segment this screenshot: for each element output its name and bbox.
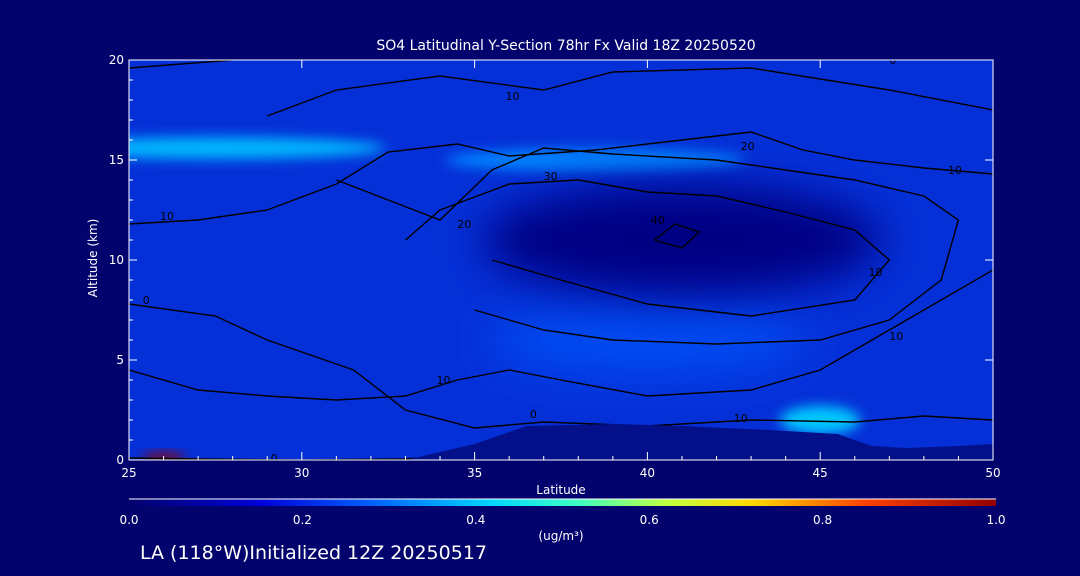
contour-line xyxy=(129,269,993,401)
colorbar-tick-label: 1.0 xyxy=(986,513,1005,527)
colorbar-tick-label: 0.6 xyxy=(640,513,659,527)
y-tick-label: 10 xyxy=(109,253,124,267)
contour-label: 10 xyxy=(436,374,450,387)
contour-label: 20 xyxy=(457,218,471,231)
contour-line xyxy=(405,179,891,317)
contour-label: 40 xyxy=(651,214,665,227)
field-feature xyxy=(445,148,746,172)
x-axis: 25 30 35 40 45 50 xyxy=(121,60,1001,480)
contour-label: 30 xyxy=(544,170,558,183)
contour-label: 10 xyxy=(734,412,748,425)
field-feature xyxy=(487,305,808,375)
contour-label: 10 xyxy=(948,164,962,177)
x-tick-label: 45 xyxy=(813,466,828,480)
chart-title: SO4 Latitudinal Y-Section 78hr Fx Valid … xyxy=(376,38,755,54)
x-tick-label: 40 xyxy=(640,466,655,480)
contour-line xyxy=(336,147,960,345)
y-tick-label: 20 xyxy=(109,53,124,67)
field-feature xyxy=(129,137,386,159)
contour-label: 0 xyxy=(530,408,537,421)
y-tick-label: 5 xyxy=(116,353,124,367)
contour-label: 0 xyxy=(271,452,278,465)
footer-init-text: LA (118°W)Initialized 12Z 20250517 xyxy=(140,542,487,564)
y-tick-label: 0 xyxy=(116,453,124,467)
contour-label: 10 xyxy=(506,90,520,103)
contour-label: 0 xyxy=(143,294,150,307)
field-feature xyxy=(780,406,861,434)
x-tick-label: 30 xyxy=(294,466,309,480)
contour-label: 20 xyxy=(741,140,755,153)
colorbar-ticks: 0.0 0.2 0.4 0.6 0.8 1.0 xyxy=(119,513,1005,527)
contour-label: 10 xyxy=(868,266,882,279)
contour-label: 0 xyxy=(889,54,896,67)
colorbar-tick-label: 0.4 xyxy=(466,513,485,527)
contour-line xyxy=(266,67,993,117)
contour-line xyxy=(129,303,993,429)
terrain-mask xyxy=(129,424,993,460)
y-tick-label: 15 xyxy=(109,153,124,167)
colorbar-unit-label: (ug/m³) xyxy=(538,529,583,543)
y-axis-label: Altitude (km) xyxy=(86,219,100,298)
colorbar-tick-label: 0.2 xyxy=(293,513,312,527)
plot-area: 0 10 10 20 30 20 40 10 0 0 10 10 10 0 10 xyxy=(129,54,993,465)
field-feature xyxy=(481,185,882,295)
x-tick-label: 50 xyxy=(985,466,1000,480)
contour-line xyxy=(653,223,701,249)
contour-label: 10 xyxy=(889,330,903,343)
concentration-field xyxy=(129,137,882,460)
x-axis-label: Latitude xyxy=(536,483,585,497)
colorbar-tick-label: 0.0 xyxy=(119,513,138,527)
x-tick-label: 35 xyxy=(467,466,482,480)
x-tick-label: 25 xyxy=(121,466,136,480)
colorbar xyxy=(129,499,996,506)
colorbar-tick-label: 0.8 xyxy=(813,513,832,527)
contour-labels: 0 10 10 20 30 20 40 10 0 0 10 10 10 0 10 xyxy=(143,54,962,465)
contour-label: 10 xyxy=(160,210,174,223)
y-axis: 0 5 10 15 20 xyxy=(109,53,993,467)
contour-line xyxy=(129,131,993,225)
contour-line xyxy=(129,60,233,69)
